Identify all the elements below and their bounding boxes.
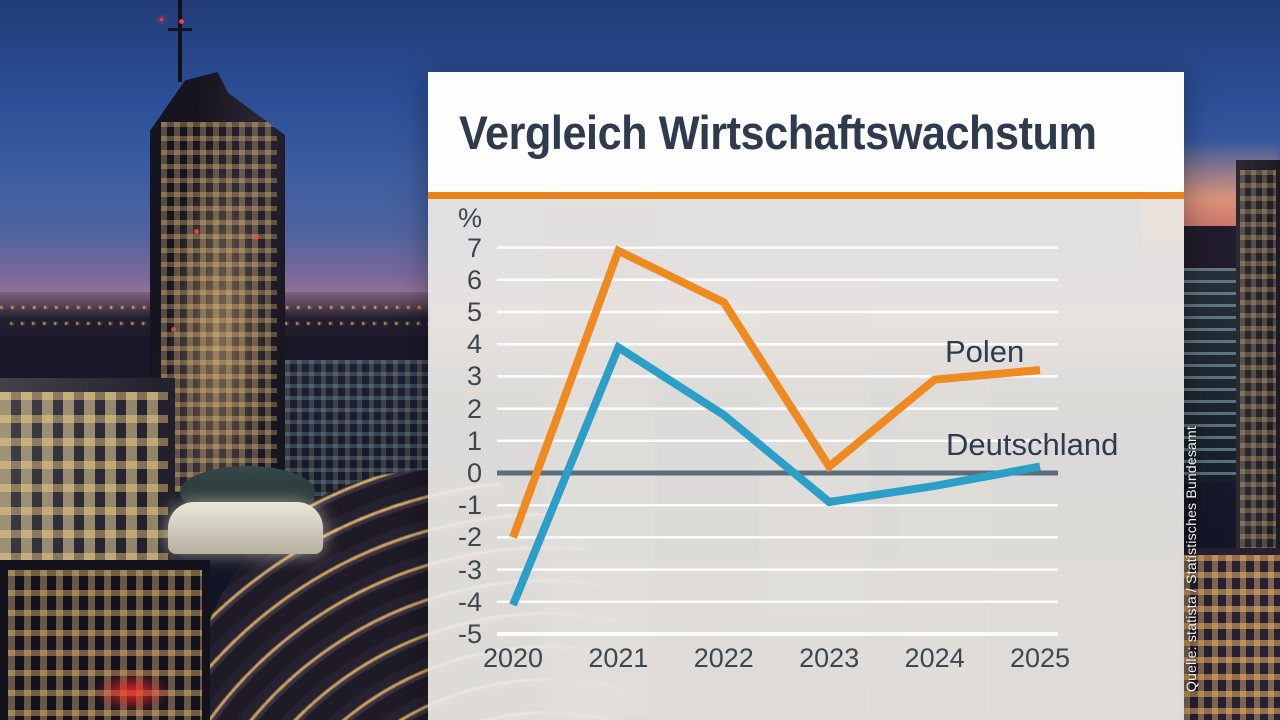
panel-header: Vergleich Wirtschaftswachstum [428,72,1184,192]
legend-label-deutschland: Deutschland [946,427,1119,462]
tower-windows [160,122,277,492]
chart-area: % 7 6 5 4 3 2 1 0 -1 -2 -3 -4 -5 2020 2021 2022 2023 202… [428,199,1184,720]
x-tick-label: 2024 [904,643,965,673]
tower-antenna [178,0,182,82]
x-tick-label: 2020 [482,643,544,673]
chart-svg [497,245,1058,636]
y-tick-label: -4 [457,586,482,617]
x-tick-label: 2023 [799,643,860,673]
accent-divider [428,192,1184,199]
y-tick-label: 7 [466,232,482,263]
y-tick-label: 0 [466,458,482,488]
source-note: Quelle: statista / Statistisches Bundesa… [1183,426,1199,692]
lit-curved-facade [168,502,323,554]
y-tick-label: 4 [466,329,482,360]
x-tick-label: 2021 [588,643,649,673]
data-line-deutschland [509,341,1041,607]
y-tick-label: -2 [457,522,482,553]
antenna-crossbar [168,28,192,31]
data-line-polen [509,245,1041,539]
y-tick-label: -1 [457,490,482,521]
x-tick-label: 2022 [693,643,754,673]
right-residential [1184,548,1280,720]
y-axis-unit-label: % [457,203,482,233]
chart-title: Vergleich Wirtschaftswachstum [459,105,1097,159]
red-street-glow [92,672,172,712]
y-tick-label: -3 [457,554,482,585]
y-tick-label: 5 [466,297,482,327]
right-glass-windows [1184,268,1246,483]
y-tick-label: -5 [457,619,482,649]
y-tick-label: 3 [466,361,482,392]
y-tick-label: 1 [466,425,482,456]
right-glass-building [1184,268,1246,483]
y-tick-label: 2 [466,393,482,424]
legend-label-polen: Polen [945,334,1025,369]
x-tick-label: 2025 [1009,643,1071,673]
y-tick-label: 6 [466,264,482,295]
aviation-lights [160,18,163,21]
right-residential-windows [1184,554,1280,720]
